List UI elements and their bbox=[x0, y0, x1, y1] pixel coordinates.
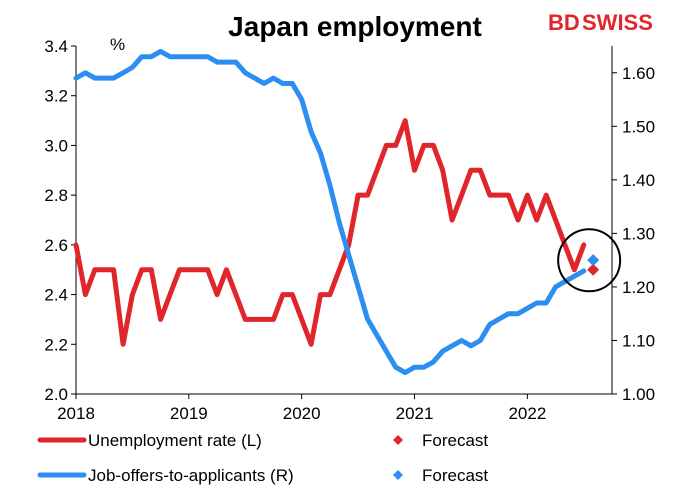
left-tick-label: 2.0 bbox=[44, 385, 68, 404]
legend-label: Forecast bbox=[422, 466, 488, 485]
x-tick-label: 2019 bbox=[170, 404, 208, 423]
left-tick-label: 3.2 bbox=[44, 87, 68, 106]
left-tick-label: 2.6 bbox=[44, 236, 68, 255]
left-axis-unit: % bbox=[110, 35, 125, 54]
left-tick-label: 2.4 bbox=[44, 286, 68, 305]
legend-label: Forecast bbox=[422, 431, 488, 450]
legend-label: Job-offers-to-applicants (R) bbox=[88, 466, 294, 485]
left-tick-label: 3.0 bbox=[44, 136, 68, 155]
right-tick-label: 1.20 bbox=[622, 278, 655, 297]
left-tick-label: 2.8 bbox=[44, 186, 68, 205]
logo: BD SWISS bbox=[548, 10, 653, 35]
logo-text-swiss: SWISS bbox=[582, 10, 653, 35]
unemployment-forecast-marker bbox=[587, 263, 600, 276]
right-tick-label: 1.00 bbox=[622, 385, 655, 404]
right-tick-label: 1.50 bbox=[622, 117, 655, 136]
legend-marker-swatch bbox=[393, 470, 403, 480]
x-tick-label: 2018 bbox=[57, 404, 95, 423]
right-tick-label: 1.40 bbox=[622, 171, 655, 190]
legend-label: Unemployment rate (L) bbox=[88, 431, 262, 450]
legend-marker-swatch bbox=[393, 435, 403, 445]
right-tick-label: 1.60 bbox=[622, 64, 655, 83]
left-tick-label: 2.2 bbox=[44, 335, 68, 354]
left-tick-label: 3.4 bbox=[44, 37, 68, 56]
right-tick-label: 1.10 bbox=[622, 331, 655, 350]
x-tick-label: 2020 bbox=[283, 404, 321, 423]
plot-area bbox=[73, 48, 622, 376]
right-tick-label: 1.30 bbox=[622, 224, 655, 243]
highlight-circle bbox=[557, 228, 622, 293]
axes: 2.0 2.2 2.4 2.6 2.8 3.0 3.2 3.4 1.00 1.10 1.20 1.30… bbox=[44, 37, 655, 423]
x-tick-label: 2022 bbox=[508, 404, 546, 423]
legend: Unemployment rate (L) Forecast Job-offers-… bbox=[37, 431, 488, 485]
x-tick-label: 2021 bbox=[396, 404, 434, 423]
job-offers-forecast-marker bbox=[587, 254, 600, 267]
job-offers-line bbox=[73, 48, 587, 376]
logo-text-bd: BD bbox=[548, 10, 580, 35]
unemployment-rate-line bbox=[73, 118, 587, 347]
chart-title: Japan employment bbox=[228, 11, 482, 42]
